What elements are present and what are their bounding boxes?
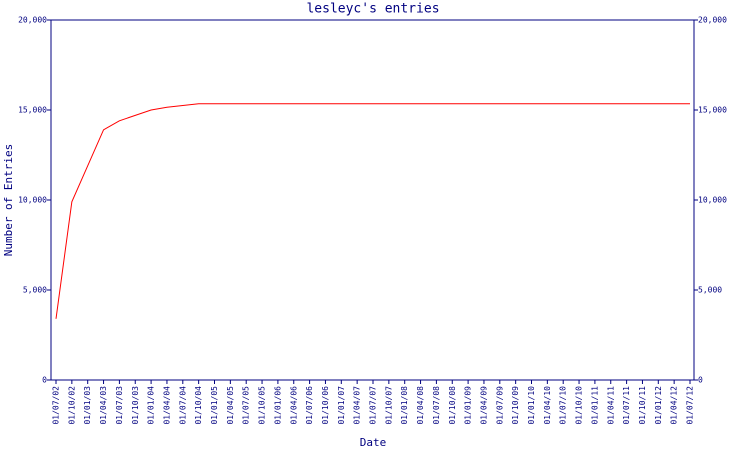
x-tick-label: 01/04/03: [99, 386, 108, 425]
x-tick-label: 01/01/03: [83, 386, 92, 425]
x-tick-label: 01/10/05: [258, 386, 267, 425]
x-tick-label: 01/04/05: [226, 386, 235, 425]
x-tick-label: 01/04/08: [416, 386, 425, 425]
x-tick-label: 01/04/11: [606, 386, 615, 425]
x-axis-label: Date: [360, 436, 387, 449]
x-tick-label: 01/07/05: [242, 386, 251, 425]
y2-tick-label: 10,000: [698, 196, 727, 205]
x-tick-label: 01/07/10: [559, 386, 568, 425]
x-tick-label: 01/07/06: [305, 386, 314, 425]
x-tick-label: 01/07/08: [432, 386, 441, 425]
x-tick-label: 01/01/05: [210, 386, 219, 425]
x-tick-label: 01/07/11: [622, 386, 631, 425]
x-tick-label: 01/07/03: [115, 386, 124, 425]
y-axis-label: Number of Entries: [2, 144, 15, 257]
x-tick-label: 01/10/03: [131, 386, 140, 425]
x-tick-label: 01/10/06: [321, 386, 330, 425]
y-tick-label: 10,000: [18, 196, 47, 205]
x-tick-label: 01/01/11: [590, 386, 599, 425]
x-tick-label: 01/10/02: [67, 386, 76, 425]
x-tick-label: 01/10/10: [575, 386, 584, 425]
x-tick-label: 01/04/09: [479, 386, 488, 425]
x-tick-label: 01/04/12: [670, 386, 679, 425]
x-tick-label: 01/04/07: [353, 386, 362, 425]
x-tick-label: 01/07/02: [52, 386, 61, 425]
x-tick-label: 01/01/10: [527, 386, 536, 425]
data-line: [55, 103, 690, 319]
y2-tick-label: 15,000: [698, 106, 727, 115]
x-tick-label: 01/01/12: [654, 386, 663, 425]
x-tick-label: 01/01/06: [273, 386, 282, 425]
x-tick-label: 01/10/04: [194, 386, 203, 425]
x-tick-label: 01/04/04: [162, 386, 171, 425]
x-tick-label: 01/07/12: [686, 386, 695, 425]
y-tick-label: 5,000: [23, 286, 47, 295]
y-tick-label: 20,000: [18, 16, 47, 25]
y2-tick-label: 0: [698, 376, 703, 385]
chart-title: lesleyc's entries: [306, 2, 439, 17]
x-tick-label: 01/10/09: [511, 386, 520, 425]
x-tick-label: 01/04/06: [289, 386, 298, 425]
x-tick-label: 01/10/08: [448, 386, 457, 425]
x-tick-label: 01/01/07: [337, 386, 346, 425]
x-tick-label: 01/07/09: [495, 386, 504, 425]
x-tick-label: 01/01/04: [147, 386, 156, 425]
y2-tick-label: 5,000: [698, 286, 722, 295]
x-tick-label: 01/04/10: [543, 386, 552, 425]
x-tick-label: 01/07/07: [369, 386, 378, 425]
x-tick-label: 01/01/08: [400, 386, 409, 425]
plot-frame: [50, 19, 695, 381]
y-tick-label: 15,000: [18, 106, 47, 115]
x-tick-label: 01/10/07: [384, 386, 393, 425]
y-tick-label: 0: [42, 376, 47, 385]
y2-tick-label: 20,000: [698, 16, 727, 25]
x-tick-label: 01/07/04: [178, 386, 187, 425]
x-tick-label: 01/01/09: [464, 386, 473, 425]
x-tick-label: 01/10/11: [638, 386, 647, 425]
